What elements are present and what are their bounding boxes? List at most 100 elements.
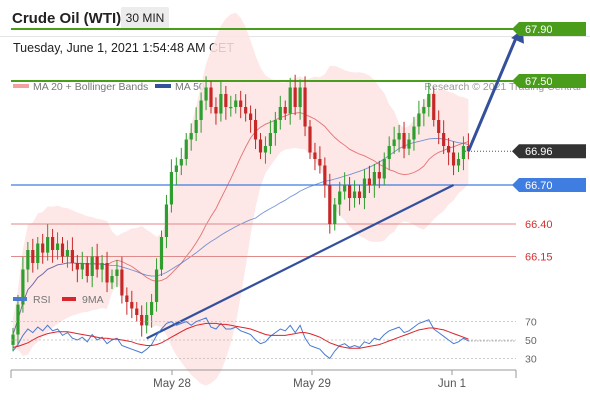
candle-body xyxy=(461,146,466,159)
level-tag-66.70 xyxy=(512,178,586,192)
candle-body xyxy=(105,263,109,283)
candle-body xyxy=(318,159,322,166)
rsi-tick-50: 50 xyxy=(525,335,537,347)
candle-body xyxy=(249,113,253,120)
candle-body xyxy=(51,237,55,250)
candle-body xyxy=(417,113,421,127)
candle-body xyxy=(288,87,292,114)
candle-body xyxy=(407,139,411,149)
candle-body xyxy=(343,185,347,192)
level-label-66.15: 66.15 xyxy=(525,252,553,264)
candle-body xyxy=(150,302,154,315)
candle-body xyxy=(174,165,178,172)
candle-body xyxy=(199,100,203,120)
legend-ma50-label: MA 50 xyxy=(175,81,205,93)
candle-body xyxy=(357,191,362,198)
rsi-tick-70: 70 xyxy=(525,317,537,329)
legend-swatch-rsi xyxy=(13,297,27,301)
candle-body xyxy=(253,120,258,140)
candle-body xyxy=(145,315,149,326)
level-label-66.96: 66.96 xyxy=(525,146,553,158)
candle-body xyxy=(130,302,134,309)
candle-body xyxy=(85,263,89,276)
candle-body xyxy=(55,243,60,250)
candle-body xyxy=(422,107,426,114)
candle-body xyxy=(303,87,307,127)
chart-header: Crude Oil (WTI) 30 MIN xyxy=(0,0,590,37)
rsi-9ma-line xyxy=(12,322,469,349)
candle-body xyxy=(437,120,441,133)
legend-swatch-9ma xyxy=(62,297,76,301)
candle-body xyxy=(239,100,243,107)
candle-body xyxy=(298,87,302,107)
candle-body xyxy=(219,94,223,114)
candle-body xyxy=(313,152,317,159)
rsi-line xyxy=(12,317,469,360)
candle-body xyxy=(26,250,30,270)
candle-body xyxy=(258,139,263,153)
candle-body xyxy=(283,107,287,114)
candle-body xyxy=(194,120,198,133)
candle-body xyxy=(402,133,406,149)
candle-body xyxy=(427,94,431,107)
candle-body xyxy=(412,126,416,140)
rsi-panel: 70 50 30 xyxy=(11,317,537,365)
candle-body xyxy=(214,107,218,114)
candle-body xyxy=(95,256,99,270)
support-trendline xyxy=(146,184,455,340)
x-tick-label: May 29 xyxy=(293,378,331,390)
timeframe-badge[interactable]: 30 MIN xyxy=(121,7,169,30)
candle-body xyxy=(46,237,50,253)
candle-body xyxy=(36,243,40,263)
candle-body xyxy=(352,191,357,198)
candle-body xyxy=(209,87,213,107)
candle-body xyxy=(333,204,337,224)
candle-body xyxy=(293,87,297,107)
instrument-title: Crude Oil (WTI) xyxy=(12,10,122,27)
candle-body xyxy=(184,139,188,159)
candle-body xyxy=(451,152,456,166)
candle-body xyxy=(120,269,124,296)
candle-body xyxy=(442,133,446,146)
candle-body xyxy=(70,250,74,263)
level-tag-67.50 xyxy=(512,74,586,88)
candle-body xyxy=(367,178,371,185)
candle-body xyxy=(41,243,45,253)
candle-body xyxy=(432,94,436,120)
candle-body xyxy=(164,204,169,237)
candle-body xyxy=(447,146,451,153)
x-axis: May 28 May 29 Jun 1 xyxy=(153,370,466,390)
bollinger-band xyxy=(13,12,469,386)
candle-body xyxy=(382,159,386,179)
candle-body xyxy=(100,263,104,270)
candle-body xyxy=(229,107,233,109)
legend-rsi-label: RSI xyxy=(33,294,51,306)
candle-body xyxy=(263,146,268,153)
candle-body xyxy=(308,126,312,153)
candle-body xyxy=(65,250,70,257)
candlesticks xyxy=(11,74,470,352)
candle-body xyxy=(179,159,183,166)
candle-body xyxy=(125,295,129,302)
legend-swatch-bollinger xyxy=(13,84,29,88)
candle-body xyxy=(397,133,401,140)
rsi-tick-30: 30 xyxy=(525,353,537,365)
level-label-67.90: 67.90 xyxy=(525,24,553,36)
candle-body xyxy=(189,133,193,140)
candle-body xyxy=(348,185,352,198)
candle-body xyxy=(323,165,327,185)
candle-body xyxy=(159,237,164,270)
candle-body xyxy=(328,185,332,224)
candle-body xyxy=(21,269,25,305)
x-tick-label: May 28 xyxy=(153,378,191,390)
candle-body xyxy=(135,308,139,315)
level-tag-67.90 xyxy=(512,22,586,36)
candle-body xyxy=(377,172,381,179)
candle-body xyxy=(75,263,79,270)
level-tag-66.96 xyxy=(512,144,586,159)
candle-body xyxy=(154,269,159,302)
legend-9ma-label: 9MA xyxy=(82,294,104,306)
level-label-66.40: 66.40 xyxy=(525,219,553,231)
candle-body xyxy=(140,315,144,326)
